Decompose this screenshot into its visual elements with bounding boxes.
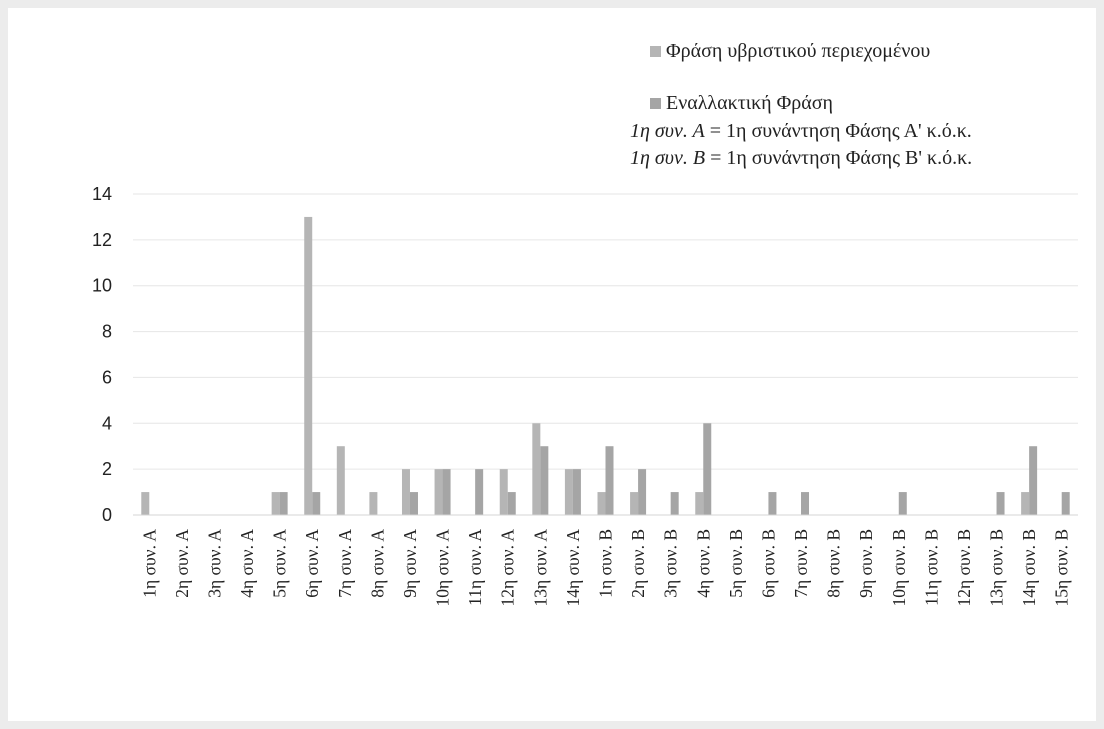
x-tick-label: 11η συν. Β — [921, 529, 941, 606]
y-tick-label: 6 — [102, 367, 112, 387]
x-tick-label: 6η συν. Β — [758, 529, 778, 598]
legend-swatch-alternative — [650, 97, 661, 109]
legend-label-alternative: Εναλλακτική Φράση — [666, 91, 833, 114]
x-tick-label: 13η συν. Α — [530, 529, 550, 607]
note-phase-b: 1η συν. Β = 1η συνάντηση Φάσης Β' κ.ό.κ. — [630, 147, 972, 170]
y-tick-label: 12 — [92, 230, 112, 250]
bar — [434, 469, 443, 515]
bar — [703, 423, 712, 515]
y-axis-ticks: 0 2 4 6 8 10 12 14 — [92, 184, 112, 525]
x-tick-label: 1η συν. Β — [596, 529, 616, 598]
x-tick-label: 13η συν. Β — [987, 529, 1007, 606]
legend-item-abusive: Φράση υβριστικού περιεχομένου — [650, 36, 930, 66]
note-definition-b: = 1η συνάντηση Φάσης Β' κ.ό.κ. — [705, 147, 973, 169]
y-tick-label: 0 — [102, 505, 112, 525]
bar — [898, 492, 907, 515]
bar — [540, 446, 549, 515]
note-phase-a: 1η συν. Α = 1η συνάντηση Φάσης Α' κ.ό.κ. — [630, 120, 972, 143]
x-tick-label: 2η συν. Β — [628, 529, 648, 598]
bar — [507, 492, 516, 515]
legend-label-abusive: Φράση υβριστικού περιεχομένου — [666, 39, 931, 62]
bar — [695, 492, 704, 515]
note-term-a: 1η συν. Α — [630, 120, 705, 142]
x-tick-label: 8η συν. Α — [367, 529, 387, 598]
bar — [304, 216, 313, 515]
x-tick-label: 15η συν. Β — [1052, 529, 1072, 606]
legend-swatch-abusive — [650, 45, 661, 57]
x-tick-label: 4η συν. Α — [237, 529, 257, 598]
bar — [141, 492, 150, 515]
x-tick-label: 11η συν. Α — [465, 529, 485, 606]
x-tick-label: 7η συν. Α — [335, 529, 355, 598]
bar — [271, 492, 280, 515]
x-tick-label: 9η συν. Β — [856, 529, 876, 598]
bar — [638, 469, 647, 515]
x-tick-label: 14η συν. Β — [1019, 529, 1039, 606]
bar — [630, 492, 639, 515]
y-tick-label: 4 — [102, 413, 112, 433]
x-tick-label: 3η συν. Β — [661, 529, 681, 598]
bar — [1061, 492, 1070, 515]
y-tick-label: 14 — [92, 184, 112, 204]
x-tick-label: 10η συν. Β — [889, 529, 909, 606]
bar — [597, 492, 606, 515]
bar — [1021, 492, 1030, 515]
x-tick-label: 6η συν. Α — [302, 529, 322, 598]
bar-chart: 0 2 4 6 8 10 12 14 1η συν. Α 2η συν. Α 3η συν. Α 4… — [92, 184, 1078, 607]
legend-item-alternative: Εναλλακτική Φράση — [650, 88, 930, 118]
legend: Φράση υβριστικού περιεχομένου Εναλλακτικ… — [650, 36, 930, 118]
y-tick-label: 8 — [102, 322, 112, 342]
bar — [572, 469, 581, 515]
bars — [141, 216, 1070, 515]
x-tick-label: 5η συν. Α — [270, 529, 290, 598]
x-tick-label: 5η συν. Β — [726, 529, 746, 598]
bar — [605, 446, 614, 515]
bar — [475, 469, 484, 515]
x-axis-labels: 1η συν. Α 2η συν. Α 3η συν. Α 4η συν. Α 5η σ… — [139, 529, 1071, 607]
note-definition-a: = 1η συνάντηση Φάσης Α' κ.ό.κ. — [704, 120, 972, 142]
y-tick-label: 10 — [92, 276, 112, 296]
x-tick-label: 9η συν. Α — [400, 529, 420, 598]
y-tick-label: 2 — [102, 459, 112, 479]
x-tick-label: 12η συν. Α — [498, 529, 518, 607]
bar — [279, 492, 288, 515]
bar — [499, 469, 508, 515]
x-tick-label: 10η συν. Α — [433, 529, 453, 607]
bar — [670, 492, 679, 515]
x-tick-label: 12η συν. Β — [954, 529, 974, 606]
chart-area: 0 2 4 6 8 10 12 14 1η συν. Α 2η συν. Α 3η συν. Α 4… — [8, 8, 1096, 721]
x-tick-label: 3η συν. Α — [204, 529, 224, 598]
bar — [409, 492, 418, 515]
x-tick-label: 8η συν. Β — [824, 529, 844, 598]
bar — [369, 492, 378, 515]
x-tick-label: 4η συν. Β — [693, 529, 713, 598]
bar — [1029, 446, 1038, 515]
gridlines — [133, 193, 1078, 470]
bar — [801, 492, 810, 515]
x-tick-label: 14η συν. Α — [563, 529, 583, 607]
x-tick-label: 2η συν. Α — [172, 529, 192, 598]
x-tick-label: 7η συν. Β — [791, 529, 811, 598]
x-tick-label: 1η συν. Α — [139, 529, 159, 598]
bar — [768, 492, 777, 515]
bar — [532, 423, 541, 515]
bar — [564, 469, 573, 515]
bar — [442, 469, 451, 515]
note-term-b: 1η συν. Β — [630, 147, 706, 169]
bar — [312, 492, 321, 515]
bar — [996, 492, 1005, 515]
bar — [401, 469, 410, 515]
bar — [336, 446, 345, 515]
